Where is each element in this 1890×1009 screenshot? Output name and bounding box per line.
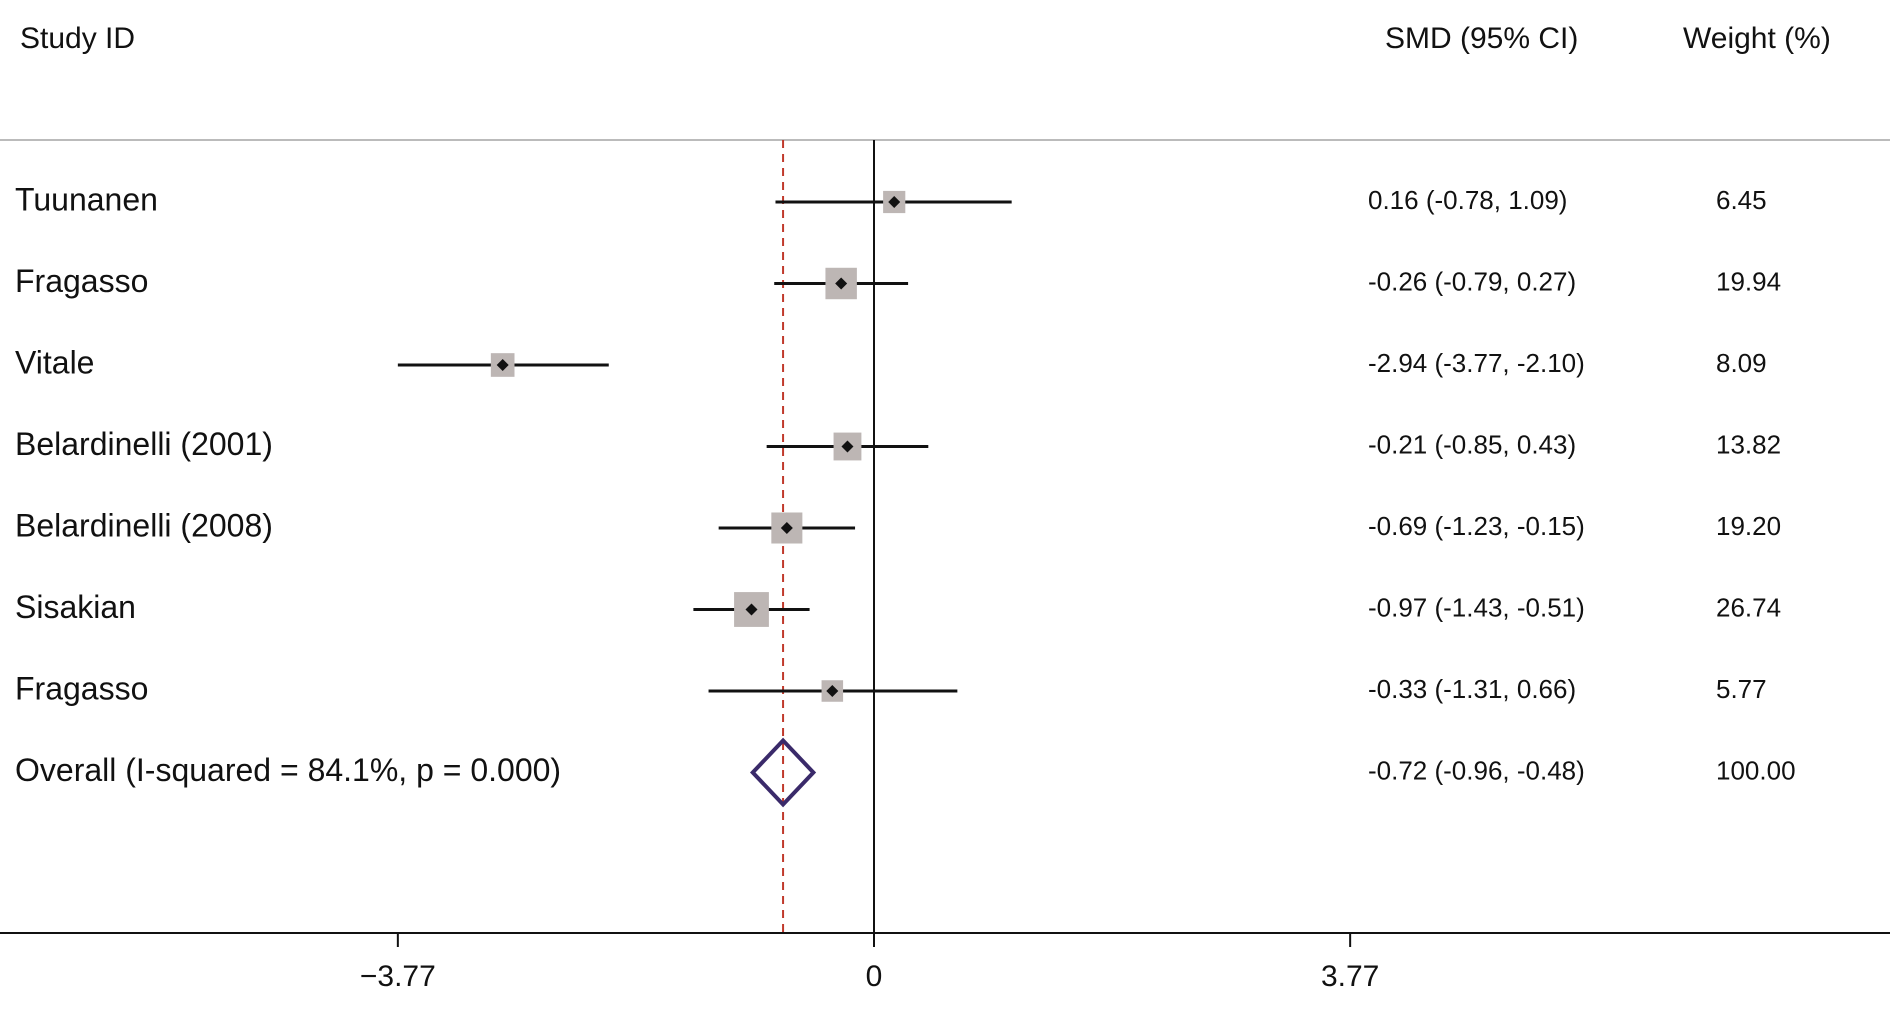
smd-ci-value: -0.26 (-0.79, 0.27) <box>1368 266 1576 296</box>
study-name: Sisakian <box>15 589 136 625</box>
weight-value: 5.77 <box>1716 674 1767 704</box>
weight-value: 13.82 <box>1716 429 1781 459</box>
weight-value: 19.20 <box>1716 511 1781 541</box>
overall-weight-value: 100.00 <box>1716 755 1796 785</box>
weight-header: Weight (%) <box>1683 22 1831 55</box>
weight-value: 8.09 <box>1716 348 1767 378</box>
point-estimate <box>888 196 901 208</box>
smd-ci-value: -0.97 (-1.43, -0.51) <box>1368 592 1585 622</box>
study-name: Belardinelli (2008) <box>15 507 273 543</box>
study-name: Vitale <box>15 344 94 380</box>
weight-value: 19.94 <box>1716 266 1781 296</box>
study-name: Fragasso <box>15 263 148 299</box>
weight-value: 26.74 <box>1716 592 1781 622</box>
smd-ci-value: -0.21 (-0.85, 0.43) <box>1368 429 1576 459</box>
smd-ci-value: -2.94 (-3.77, -2.10) <box>1368 348 1585 378</box>
weight-value: 6.45 <box>1716 185 1767 215</box>
smd-ci-header: SMD (95% CI) <box>1385 22 1579 55</box>
point-estimate <box>835 277 848 290</box>
smd-ci-value: -0.69 (-1.23, -0.15) <box>1368 511 1585 541</box>
overall-label: Overall (I-squared = 84.1%, p = 0.000) <box>15 752 561 788</box>
study-name: Fragasso <box>15 670 148 706</box>
point-estimate <box>826 685 839 697</box>
overall-smd-ci-value: -0.72 (-0.96, -0.48) <box>1368 755 1585 785</box>
x-tick-label: 0 <box>866 960 883 993</box>
study-id-header: Study ID <box>20 22 136 55</box>
point-estimate <box>745 603 758 616</box>
x-tick-label: 3.77 <box>1321 960 1379 993</box>
point-estimate <box>780 522 793 534</box>
smd-ci-value: 0.16 (-0.78, 1.09) <box>1368 185 1567 215</box>
smd-ci-value: -0.33 (-1.31, 0.66) <box>1368 674 1576 704</box>
overall-diamond <box>749 737 817 808</box>
point-estimate <box>496 359 509 371</box>
study-name: Tuunanen <box>15 181 158 217</box>
x-tick-label: −3.77 <box>360 960 436 993</box>
point-estimate <box>841 440 854 453</box>
study-name: Belardinelli (2001) <box>15 426 273 462</box>
